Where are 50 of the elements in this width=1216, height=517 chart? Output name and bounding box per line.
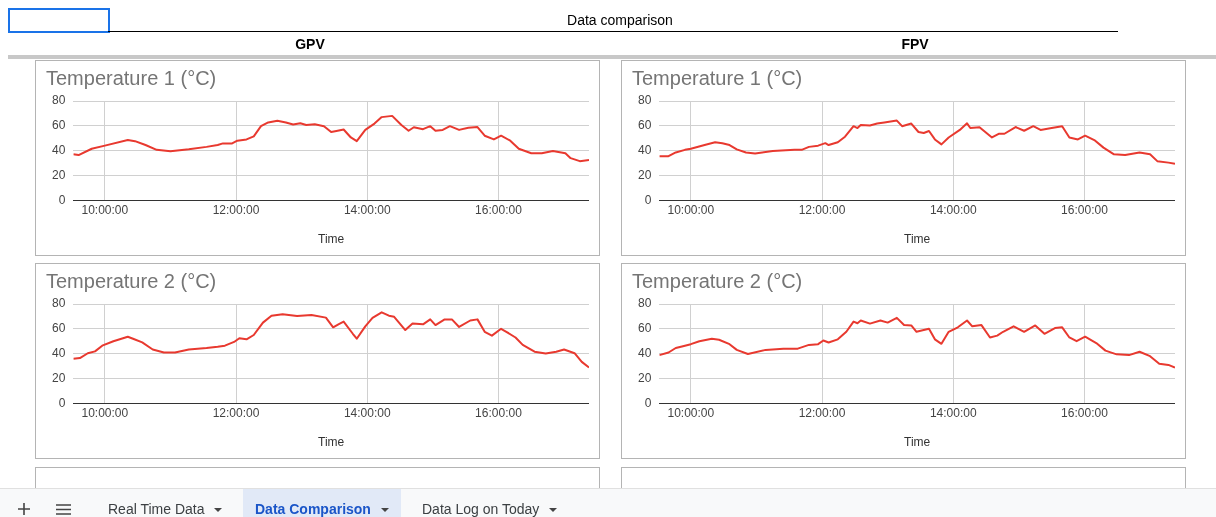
x-tick-label: 12:00:00 [798, 202, 846, 217]
x-tick-label: 14:00:00 [929, 405, 977, 420]
x-axis-title: Time [904, 435, 931, 450]
y-tick-label: 60 [637, 118, 652, 133]
x-tick-label: 14:00:00 [343, 202, 391, 217]
x-axis-title: Time [904, 232, 931, 247]
text: Real Time Data [108, 501, 205, 517]
y-tick-label: 20 [637, 167, 652, 182]
chart-title: Temperature 2 (°C) [632, 270, 803, 293]
x-tick-label: 12:00:00 [212, 202, 260, 217]
y-tick-label: 80 [637, 93, 652, 108]
x-tick-label: 10:00:00 [667, 202, 715, 217]
y-tick-label: 40 [637, 345, 652, 360]
y-tick-label: 20 [51, 167, 66, 182]
x-axis-title: Time [318, 232, 345, 247]
chart-title: Temperature 2 (°C) [46, 270, 217, 293]
y-tick-label: 40 [637, 142, 652, 157]
y-tick-label: 40 [51, 142, 66, 157]
x-tick-label: 16:00:00 [1061, 202, 1109, 217]
x-tick-label: 10:00:00 [81, 405, 129, 420]
y-tick-label: 20 [51, 370, 66, 385]
x-tick-label: 14:00:00 [343, 405, 391, 420]
x-tick-label: 12:00:00 [212, 405, 260, 420]
x-tick-label: 16:00:00 [1061, 405, 1109, 420]
text: GPV [294, 36, 326, 52]
x-tick-label: 10:00:00 [667, 405, 715, 420]
y-tick-label: 0 [58, 395, 66, 410]
y-tick-label: 0 [644, 192, 652, 207]
x-tick-label: 14:00:00 [929, 202, 977, 217]
text: Data comparison [566, 12, 674, 28]
y-tick-label: 0 [58, 192, 66, 207]
x-tick-label: 16:00:00 [475, 405, 523, 420]
y-tick-label: 80 [51, 93, 66, 108]
y-tick-label: 60 [51, 321, 66, 336]
y-tick-label: 60 [51, 118, 66, 133]
y-tick-label: 80 [51, 296, 66, 311]
chart-title: Temperature 1 (°C) [46, 67, 217, 90]
y-tick-label: 80 [637, 296, 652, 311]
y-tick-label: 40 [51, 345, 66, 360]
y-tick-label: 0 [644, 395, 652, 410]
text: Data Comparison [255, 501, 371, 517]
text: Data Log on Today [422, 501, 540, 517]
chart-title: Temperature 1 (°C) [632, 67, 803, 90]
y-tick-label: 20 [637, 370, 652, 385]
x-axis-title: Time [318, 435, 345, 450]
x-tick-label: 10:00:00 [81, 202, 129, 217]
x-tick-label: 12:00:00 [798, 405, 846, 420]
y-tick-label: 60 [637, 321, 652, 336]
x-tick-label: 16:00:00 [475, 202, 523, 217]
text: FPV [900, 36, 930, 52]
